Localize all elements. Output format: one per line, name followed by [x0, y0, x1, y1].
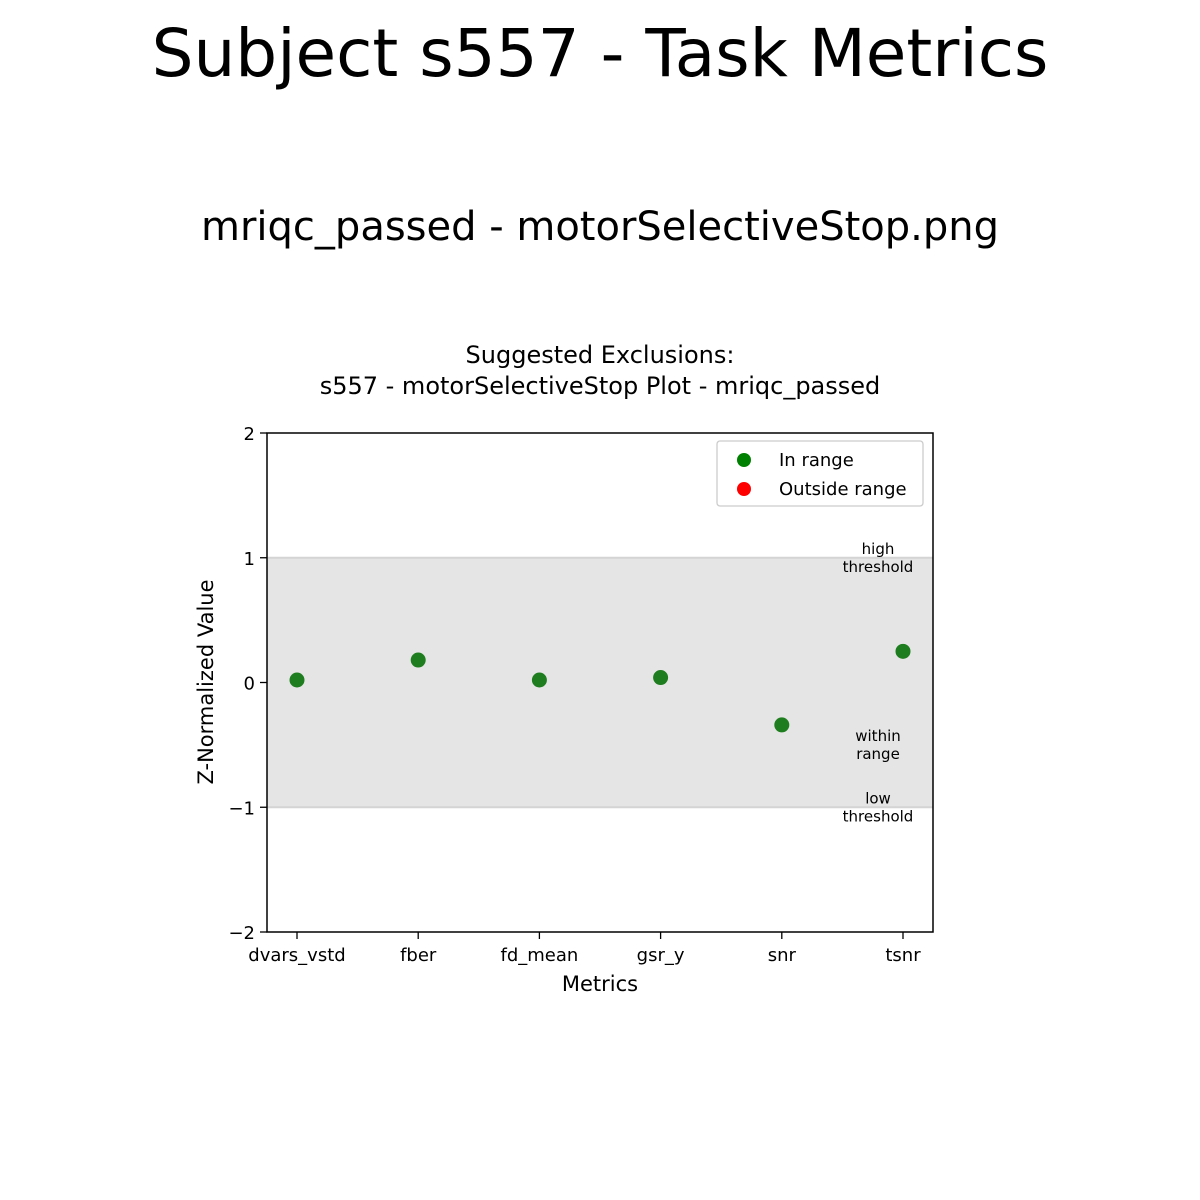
- annotation-2-line-0: low: [865, 789, 891, 807]
- annotation-1-line-0: within: [855, 727, 901, 745]
- legend-marker-1: [737, 482, 751, 496]
- legend-label-1: Outside range: [779, 479, 907, 500]
- chart-title-line-2: s557 - motorSelectiveStop Plot - mriqc_p…: [320, 372, 881, 400]
- x-tick-label-snr: snr: [768, 945, 797, 966]
- page-subtitle: mriqc_passed - motorSelectiveStop.png: [201, 204, 999, 250]
- x-tick-label-fber: fber: [400, 945, 437, 966]
- annotation-0-line-0: high: [862, 540, 895, 558]
- annotation-1-line-1: range: [856, 745, 900, 763]
- annotation-0-line-1: threshold: [843, 558, 914, 576]
- range-band: [267, 557, 933, 808]
- x-tick-label-fd_mean: fd_mean: [500, 945, 578, 966]
- data-point-dvars_vstd: [289, 672, 305, 688]
- y-tick-label-4: −2: [228, 923, 255, 944]
- x-tick-label-gsr_y: gsr_y: [637, 945, 685, 966]
- annotation-2-line-1: threshold: [843, 807, 914, 825]
- legend-marker-0: [737, 453, 751, 467]
- data-point-gsr_y: [653, 670, 669, 686]
- page-title: Subject s557 - Task Metrics: [151, 15, 1049, 92]
- y-tick-label-2: 0: [244, 674, 255, 695]
- data-point-fber: [410, 652, 426, 668]
- x-tick-label-dvars_vstd: dvars_vstd: [248, 945, 345, 966]
- data-point-fd_mean: [531, 672, 547, 688]
- legend-label-0: In range: [779, 450, 854, 471]
- x-axis-label: Metrics: [562, 972, 638, 996]
- chart-title-line-1: Suggested Exclusions:: [466, 341, 735, 369]
- y-tick-label-3: −1: [228, 798, 255, 819]
- y-axis-label: Z-Normalized Value: [194, 579, 218, 784]
- data-point-tsnr: [895, 643, 911, 659]
- legend-box: [716, 440, 924, 507]
- y-tick-label-0: 2: [244, 424, 255, 445]
- data-point-snr: [774, 717, 790, 733]
- x-tick-label-tsnr: tsnr: [885, 945, 921, 966]
- y-tick-label-1: 1: [244, 549, 255, 570]
